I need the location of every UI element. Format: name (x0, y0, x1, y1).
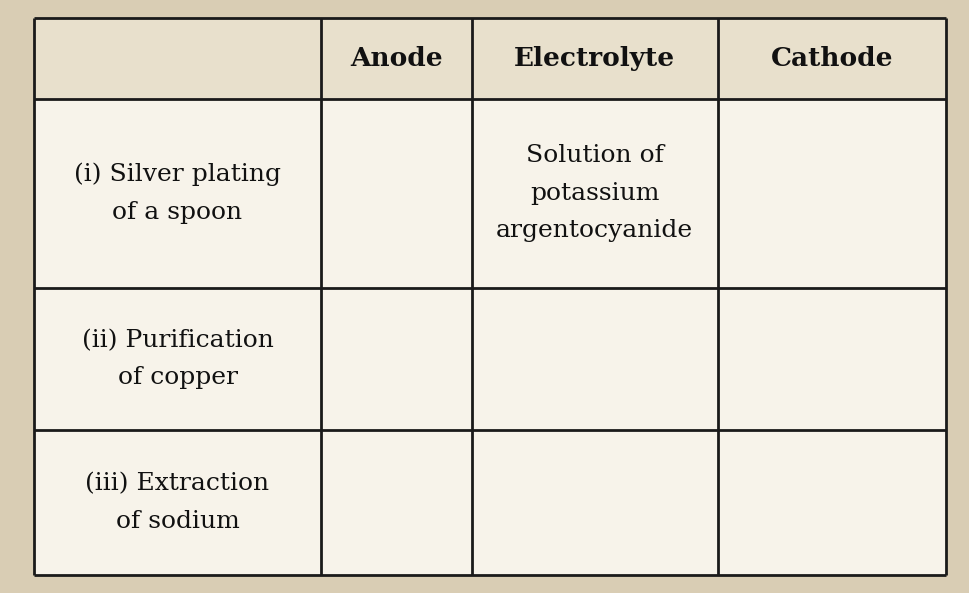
Bar (34, 18, 321, 98)
Bar (321, 288, 471, 431)
Bar (717, 288, 945, 431)
Text: (ii) Purification
of copper: (ii) Purification of copper (81, 329, 273, 390)
Text: Solution of
potassium
argentocyanide: Solution of potassium argentocyanide (495, 145, 693, 243)
Bar (321, 431, 471, 575)
Text: (i) Silver plating
of a spoon: (i) Silver plating of a spoon (74, 163, 281, 224)
Bar (34, 98, 321, 288)
Bar (471, 288, 717, 431)
Bar (717, 98, 945, 288)
Text: Cathode: Cathode (769, 46, 892, 71)
Text: Electrolyte: Electrolyte (514, 46, 674, 71)
Bar (471, 431, 717, 575)
Bar (471, 98, 717, 288)
Text: (iii) Extraction
of sodium: (iii) Extraction of sodium (85, 473, 269, 533)
Bar (34, 431, 321, 575)
Bar (717, 431, 945, 575)
Bar (717, 18, 945, 98)
Bar (321, 18, 471, 98)
Bar (471, 18, 717, 98)
Text: Anode: Anode (350, 46, 442, 71)
Bar (321, 98, 471, 288)
Bar (34, 288, 321, 431)
